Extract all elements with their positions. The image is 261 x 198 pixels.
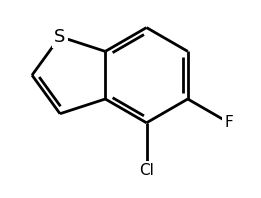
Text: F: F: [225, 115, 233, 130]
Text: Cl: Cl: [139, 163, 154, 178]
Text: S: S: [54, 28, 66, 46]
